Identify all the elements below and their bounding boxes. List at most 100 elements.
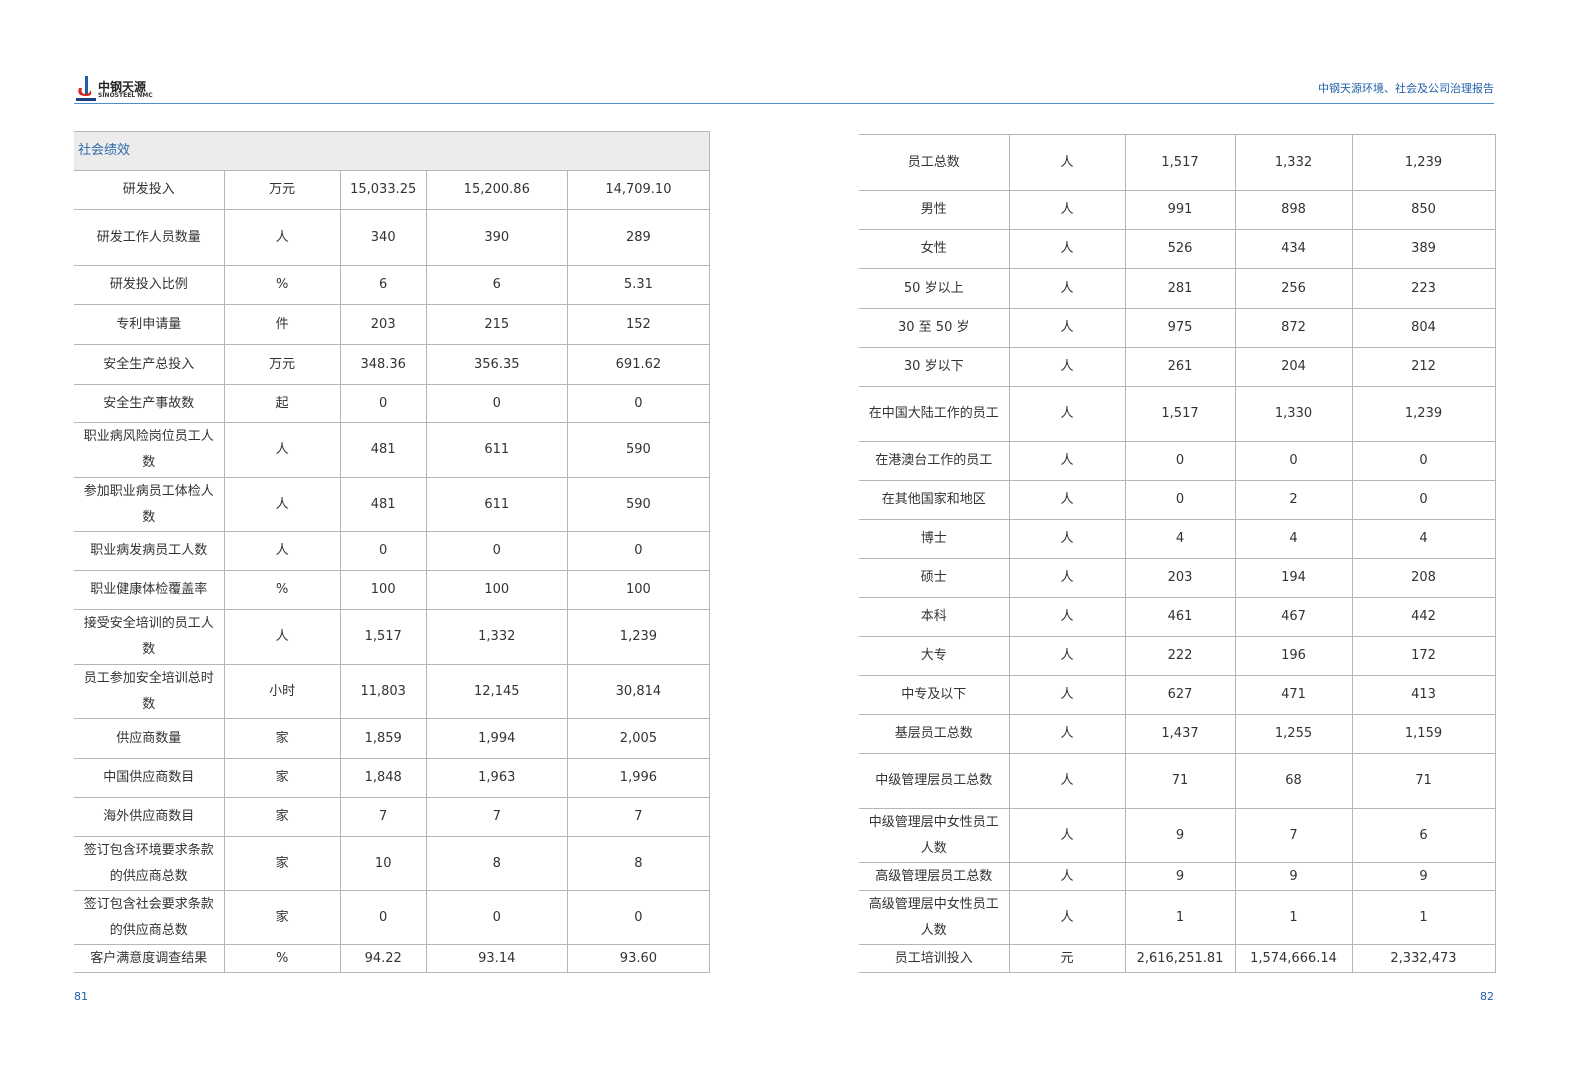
value-col-2: 1,332 — [1234, 134, 1352, 191]
metric-name: 职业病风险岗位员工人数 — [74, 422, 225, 478]
value-col-2: 872 — [1234, 308, 1352, 348]
value-col-2: 194 — [1234, 558, 1352, 598]
unit: 家 — [223, 797, 341, 837]
value-col-2: 4 — [1234, 519, 1352, 559]
unit: 家 — [223, 836, 341, 891]
value-col-3: 93.60 — [566, 944, 711, 973]
metric-name: 安全生产总投入 — [74, 344, 225, 385]
table-row: 员工参加安全培训总时数 小时 11,803 12,145 30,814 — [74, 664, 711, 719]
unit: 件 — [223, 304, 341, 345]
value-col-3: 14,709.10 — [566, 170, 711, 210]
value-col-2: 611 — [425, 477, 568, 532]
value-col-2: 9 — [1234, 862, 1352, 891]
value-col-3: 2,332,473 — [1351, 944, 1496, 973]
table-row: 职业健康体检覆盖率% 100 100 100 — [74, 570, 711, 610]
table-row: 高级管理层中女性员工人数人 1 1 1 — [859, 890, 1496, 945]
unit: % — [223, 944, 341, 973]
table-row: 50 岁以上人 281 256 223 — [859, 268, 1496, 309]
unit: 人 — [1008, 890, 1125, 945]
metric-name: 签订包含社会要求条款的供应商总数 — [74, 890, 225, 945]
table-row: 研发投入比例% 6 6 5.31 — [74, 265, 711, 305]
table-row: 男性人 991 898 850 — [859, 190, 1496, 230]
value-col-3: 804 — [1351, 308, 1496, 348]
value-col-3: 208 — [1351, 558, 1496, 598]
value-col-2: 471 — [1234, 675, 1352, 715]
table-row: 硕士人 203 194 208 — [859, 558, 1496, 598]
value-col-1: 0 — [1124, 480, 1235, 520]
value-col-1: 261 — [1124, 347, 1235, 387]
value-col-1: 71 — [1124, 753, 1235, 809]
table-row: 研发投入 万元 15,033.25 15,200.86 14,709.10 — [74, 170, 711, 210]
value-col-2: 0 — [425, 890, 568, 945]
unit: 人 — [1008, 636, 1125, 676]
value-col-2: 6 — [425, 265, 568, 305]
unit: 万元 — [223, 344, 341, 385]
unit: 人 — [1008, 558, 1125, 598]
section-title: 社会绩效 — [74, 131, 710, 171]
unit: % — [223, 570, 341, 610]
value-col-3: 289 — [566, 209, 711, 266]
unit: 人 — [1008, 597, 1125, 637]
metric-name: 签订包含环境要求条款的供应商总数 — [74, 836, 225, 891]
value-col-3: 0 — [1351, 441, 1496, 481]
unit: 人 — [1008, 134, 1125, 191]
metric-name: 高级管理层中女性员工人数 — [859, 890, 1009, 945]
value-col-3: 1 — [1351, 890, 1496, 945]
table-row: 职业病发病员工人数人 0 0 0 — [74, 531, 711, 571]
value-col-3: 8 — [566, 836, 711, 891]
metric-name: 员工参加安全培训总时数 — [74, 664, 225, 719]
value-col-1: 9 — [1124, 862, 1235, 891]
table-row: 中级管理层中女性员工人数人 9 7 6 — [859, 808, 1496, 863]
metric-name: 男性 — [859, 190, 1009, 230]
value-col-1: 975 — [1124, 308, 1235, 348]
value-col-3: 172 — [1351, 636, 1496, 676]
value-col-3: 7 — [566, 797, 711, 837]
table-row: 专利申请量件 203 215 152 — [74, 304, 711, 345]
value-col-1: 203 — [339, 304, 427, 345]
value-col-1: 94.22 — [339, 944, 427, 973]
metric-name: 供应商数量 — [74, 718, 225, 759]
metric-name: 研发投入 — [74, 170, 225, 210]
value-col-1: 100 — [339, 570, 427, 610]
value-col-2: 93.14 — [425, 944, 568, 973]
metric-name: 基层员工总数 — [859, 714, 1009, 754]
value-col-1: 0 — [1124, 441, 1235, 481]
metric-name: 员工总数 — [859, 134, 1009, 191]
table-row: 员工总数人 1,517 1,332 1,239 — [859, 134, 1496, 191]
value-col-1: 6 — [339, 265, 427, 305]
table-row: 接受安全培训的员工人数人 1,517 1,332 1,239 — [74, 609, 711, 665]
table-row: 海外供应商数目家 7 7 7 — [74, 797, 711, 837]
table-row: 职业病风险岗位员工人数人 481 611 590 — [74, 422, 711, 478]
value-col-1: 4 — [1124, 519, 1235, 559]
logo-english-name: SINOSTEEL NMC — [98, 92, 153, 99]
value-col-2: 1,255 — [1234, 714, 1352, 754]
value-col-3: 1,239 — [566, 609, 711, 665]
value-col-1: 526 — [1124, 229, 1235, 269]
unit: 人 — [223, 531, 341, 571]
value-col-3: 6 — [1351, 808, 1496, 863]
metric-name: 专利申请量 — [74, 304, 225, 345]
unit: 人 — [223, 422, 341, 478]
unit: 人 — [1008, 229, 1125, 269]
value-col-2: 7 — [425, 797, 568, 837]
unit: 人 — [1008, 190, 1125, 230]
value-col-1: 1,517 — [339, 609, 427, 665]
metric-name: 在港澳台工作的员工 — [859, 441, 1009, 481]
unit: 人 — [1008, 808, 1125, 863]
page-number-left: 81 — [74, 990, 88, 1003]
unit: 元 — [1008, 944, 1125, 973]
value-col-3: 100 — [566, 570, 711, 610]
value-col-3: 71 — [1351, 753, 1496, 809]
unit: 人 — [223, 609, 341, 665]
value-col-3: 212 — [1351, 347, 1496, 387]
table-row: 研发工作人员数量人 340 390 289 — [74, 209, 711, 266]
company-logo: 中钢天源 SINOSTEEL NMC — [76, 76, 156, 102]
value-col-2: 68 — [1234, 753, 1352, 809]
table-row: 高级管理层员工总数人 9 9 9 — [859, 862, 1496, 891]
value-col-2: 8 — [425, 836, 568, 891]
value-col-3: 5.31 — [566, 265, 711, 305]
value-col-2: 1,963 — [425, 758, 568, 798]
value-col-3: 590 — [566, 422, 711, 478]
metric-name: 硕士 — [859, 558, 1009, 598]
value-col-1: 627 — [1124, 675, 1235, 715]
